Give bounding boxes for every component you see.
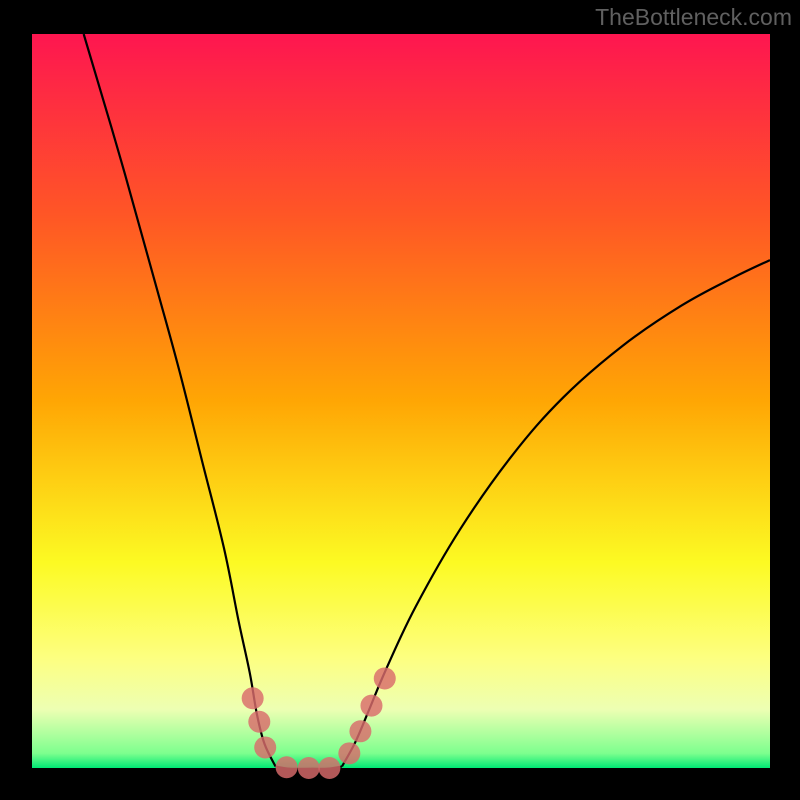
marker-group bbox=[242, 667, 396, 779]
data-marker bbox=[338, 742, 360, 764]
data-marker bbox=[298, 757, 320, 779]
data-marker bbox=[349, 720, 371, 742]
data-marker bbox=[254, 736, 276, 758]
plot-area bbox=[32, 34, 770, 768]
data-marker bbox=[242, 687, 264, 709]
data-marker bbox=[318, 757, 340, 779]
data-marker bbox=[360, 695, 382, 717]
data-marker bbox=[276, 756, 298, 778]
curve-layer bbox=[32, 34, 770, 768]
data-marker bbox=[374, 667, 396, 689]
data-marker bbox=[248, 711, 270, 733]
figure-container: TheBottleneck.com bbox=[0, 0, 800, 800]
watermark-text: TheBottleneck.com bbox=[595, 4, 792, 31]
bottleneck-curve-right bbox=[342, 260, 770, 766]
bottleneck-curve-left bbox=[84, 34, 276, 767]
